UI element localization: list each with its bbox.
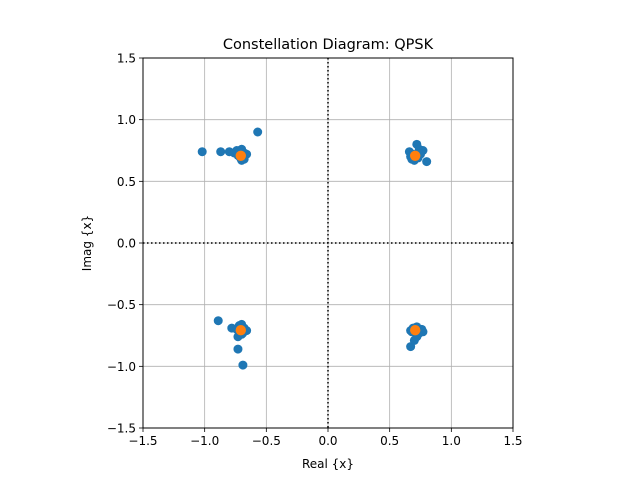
- received-symbol-point: [253, 127, 263, 137]
- received-symbol-point: [197, 147, 207, 157]
- chart-title: Constellation Diagram: QPSK: [223, 37, 434, 53]
- y-tick-label: 0.5: [117, 175, 136, 189]
- ideal-symbol-point: [409, 150, 421, 162]
- y-tick-label: 1.5: [117, 52, 136, 66]
- y-tick-label: 1.0: [117, 113, 136, 127]
- x-axis-label: Real {x}: [302, 457, 354, 471]
- x-tick-label: 1.0: [442, 434, 461, 448]
- y-tick-label: −1.0: [107, 360, 136, 374]
- ideal-symbol-point: [409, 324, 421, 336]
- x-tick-label: −1.0: [190, 434, 219, 448]
- x-tick-label: 0.0: [318, 434, 337, 448]
- ideal-symbol-point: [235, 150, 247, 162]
- received-symbol-point: [422, 157, 432, 167]
- received-symbol-point: [216, 147, 226, 157]
- x-tick-label: −0.5: [252, 434, 281, 448]
- zero-axis-lines: [143, 58, 513, 428]
- x-tick-label: 1.5: [503, 434, 522, 448]
- y-axis-label: Imag {x}: [80, 215, 94, 271]
- y-tick-label: −1.5: [107, 422, 136, 436]
- axis-ticks: −1.5 −1.0 −0.5 0.0 0.5 1.0 1.5 −1.5 −1.0 −0.5 0.0 0…: [107, 52, 523, 449]
- data-points: [197, 127, 432, 370]
- received-symbol-point: [238, 360, 248, 370]
- x-tick-label: 0.5: [380, 434, 399, 448]
- x-tick-label: −1.5: [128, 434, 157, 448]
- y-tick-label: −0.5: [107, 298, 136, 312]
- ideal-symbol-point: [235, 324, 247, 336]
- received-symbol-point: [213, 316, 223, 326]
- y-tick-label: 0.0: [117, 237, 136, 251]
- received-symbol-point: [233, 344, 243, 354]
